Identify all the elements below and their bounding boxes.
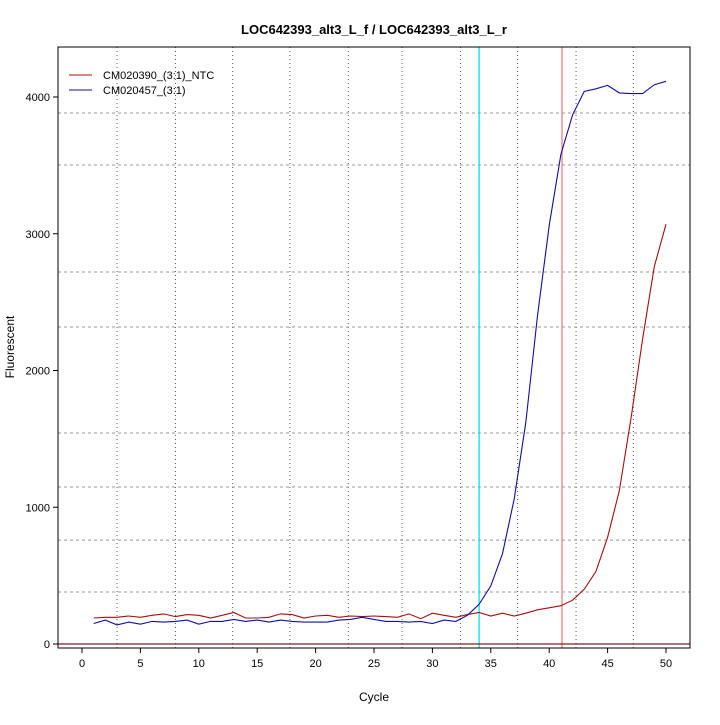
y-tick-label: 0 bbox=[44, 639, 50, 651]
x-tick-label: 30 bbox=[426, 658, 438, 670]
x-tick-label: 35 bbox=[485, 658, 497, 670]
plot-frame bbox=[57, 46, 691, 649]
series-lines bbox=[93, 80, 667, 626]
x-tick-label: 20 bbox=[309, 658, 321, 670]
legend-label: CM020457_(3:1) bbox=[103, 85, 186, 97]
x-tick-label: 15 bbox=[251, 658, 263, 670]
y-tick-label: 2000 bbox=[26, 366, 50, 378]
series-line-1 bbox=[93, 80, 667, 626]
x-axis-label: Cycle bbox=[359, 690, 389, 704]
series-line-0 bbox=[93, 224, 667, 620]
y-axis: 0 1000 2000 3000 4000 bbox=[26, 92, 58, 651]
y-tick-label: 3000 bbox=[26, 229, 50, 241]
x-tick-label: 40 bbox=[543, 658, 555, 670]
x-tick-label: 50 bbox=[660, 658, 672, 670]
chart-title: LOC642393_alt3_L_f / LOC642393_alt3_L_r bbox=[241, 22, 507, 37]
legend-label: CM020390_(3:1)_NTC bbox=[103, 70, 214, 82]
x-tick-label: 10 bbox=[193, 658, 205, 670]
x-tick-label: 25 bbox=[368, 658, 380, 670]
y-tick-label: 4000 bbox=[26, 92, 50, 104]
legend: CM020390_(3:1)_NTC CM020457_(3:1) bbox=[69, 70, 214, 97]
reference-lines bbox=[58, 47, 690, 648]
grid bbox=[58, 47, 690, 648]
x-tick-label: 0 bbox=[79, 658, 85, 670]
y-tick-label: 1000 bbox=[26, 502, 50, 514]
x-axis: 0 5 10 15 20 25 30 35 40 45 50 bbox=[79, 648, 672, 670]
y-axis-label: Fluorescent bbox=[3, 315, 17, 378]
x-tick-label: 5 bbox=[137, 658, 143, 670]
x-tick-label: 45 bbox=[601, 658, 613, 670]
